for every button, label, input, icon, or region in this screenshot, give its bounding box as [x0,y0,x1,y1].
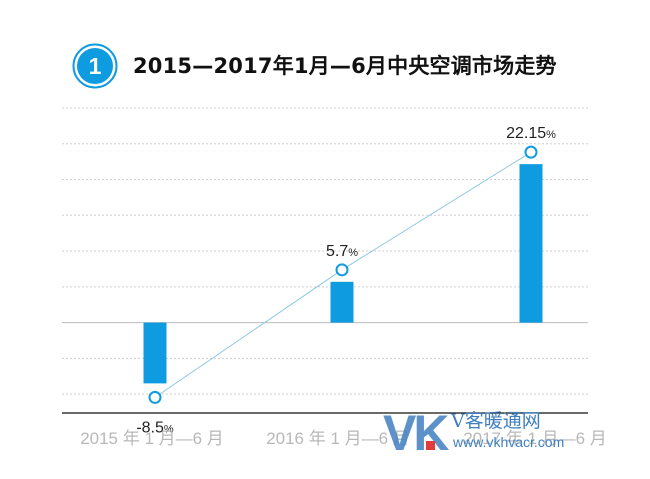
bar [330,281,354,323]
x-tick-label: 2017 年 1 月—6 月 [463,429,607,448]
x-tick-label: 2016 年 1 月—6 月 [266,429,410,448]
bars [143,164,543,384]
trend-marker [335,263,349,277]
data-label: -8.5% [136,419,174,436]
section-number-badge: 1 [72,43,118,89]
data-label: 22.15% [506,125,556,142]
watermark-logo: VK [383,405,452,457]
trend-markers [148,145,538,404]
watermark-logo-text: VK [383,405,449,457]
bar [519,164,543,323]
bar [143,322,167,384]
data-label-value: 22.15 [506,125,546,142]
data-labels: -8.5%5.7%22.15% [136,125,556,436]
watermark-site-name: V客暖通网 [451,410,541,432]
watermark-logo-accent [426,441,435,450]
x-tick-label: 2015 年 1 月—6 月 [80,429,224,448]
watermark: VK V客暖通网 www.vkhvacr.com [383,405,628,457]
data-label-value: 5.7 [326,243,348,260]
watermark-url: www.vkhvacr.com [453,434,565,450]
data-label-unit: % [546,129,556,141]
x-tick-labels: 2015 年 1 月—6 月 2016 年 1 月—6 月 2017 年 1 月—6… [80,429,607,448]
data-label: 5.7% [326,243,358,260]
chart-title: 2015—2017年1月—6月中央空调市场走势 [133,54,557,78]
data-label-unit: % [348,247,358,259]
badge-number: 1 [89,53,102,79]
trend-marker [148,390,162,404]
badge-disc [77,48,113,84]
trend-marker [524,145,538,159]
data-label-unit: % [164,423,174,435]
data-label-value: -8.5 [136,419,164,436]
